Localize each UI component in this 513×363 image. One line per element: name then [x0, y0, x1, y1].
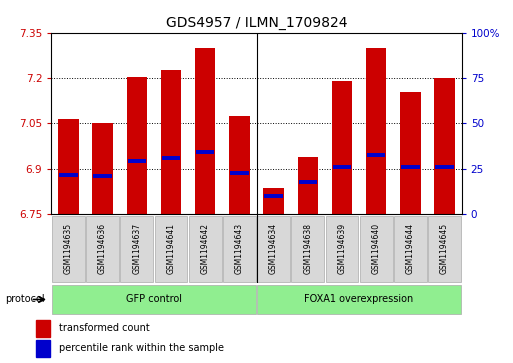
Text: GSM1194639: GSM1194639 — [338, 223, 346, 274]
Text: GSM1194644: GSM1194644 — [406, 223, 415, 274]
Bar — [59, 173, 77, 177]
Text: protocol: protocol — [5, 294, 45, 305]
Bar — [332, 81, 352, 214]
Bar — [366, 48, 386, 214]
Bar — [128, 159, 146, 163]
Text: GSM1194637: GSM1194637 — [132, 223, 141, 274]
FancyBboxPatch shape — [154, 216, 187, 282]
Text: transformed count: transformed count — [59, 323, 150, 334]
Text: GSM1194636: GSM1194636 — [98, 223, 107, 274]
Text: GSM1194641: GSM1194641 — [167, 223, 175, 274]
Bar — [196, 150, 214, 154]
Text: percentile rank within the sample: percentile rank within the sample — [59, 343, 224, 354]
Bar — [36, 340, 50, 357]
Text: GSM1194638: GSM1194638 — [303, 223, 312, 274]
Text: GSM1194634: GSM1194634 — [269, 223, 278, 274]
Text: GFP control: GFP control — [126, 294, 182, 305]
Bar — [162, 156, 180, 160]
Text: GSM1194643: GSM1194643 — [235, 223, 244, 274]
Bar — [92, 123, 113, 214]
Text: GSM1194645: GSM1194645 — [440, 223, 449, 274]
Text: GSM1194635: GSM1194635 — [64, 223, 73, 274]
Title: GDS4957 / ILMN_1709824: GDS4957 / ILMN_1709824 — [166, 16, 347, 30]
Bar — [436, 165, 454, 169]
Bar — [298, 157, 318, 214]
FancyBboxPatch shape — [189, 216, 222, 282]
Bar — [333, 165, 351, 169]
Text: GSM1194642: GSM1194642 — [201, 223, 210, 274]
Bar — [93, 174, 112, 178]
FancyBboxPatch shape — [291, 216, 324, 282]
Bar — [195, 48, 215, 214]
FancyBboxPatch shape — [326, 216, 359, 282]
Text: FOXA1 overexpression: FOXA1 overexpression — [305, 294, 413, 305]
FancyBboxPatch shape — [52, 285, 256, 314]
FancyBboxPatch shape — [257, 216, 290, 282]
FancyBboxPatch shape — [52, 216, 85, 282]
FancyBboxPatch shape — [394, 216, 427, 282]
Bar — [229, 116, 250, 214]
Bar — [400, 92, 421, 214]
Bar — [263, 188, 284, 214]
FancyBboxPatch shape — [360, 216, 392, 282]
FancyBboxPatch shape — [223, 216, 256, 282]
FancyBboxPatch shape — [257, 285, 461, 314]
Bar — [230, 171, 249, 175]
Bar — [264, 194, 283, 198]
FancyBboxPatch shape — [121, 216, 153, 282]
Bar — [127, 77, 147, 214]
Bar — [161, 70, 181, 214]
Bar — [36, 320, 50, 337]
Bar — [367, 153, 385, 157]
FancyBboxPatch shape — [428, 216, 461, 282]
FancyBboxPatch shape — [86, 216, 119, 282]
Bar — [299, 180, 317, 184]
Text: GSM1194640: GSM1194640 — [372, 223, 381, 274]
Bar — [435, 78, 455, 214]
Bar — [401, 165, 420, 169]
Bar — [58, 119, 78, 214]
